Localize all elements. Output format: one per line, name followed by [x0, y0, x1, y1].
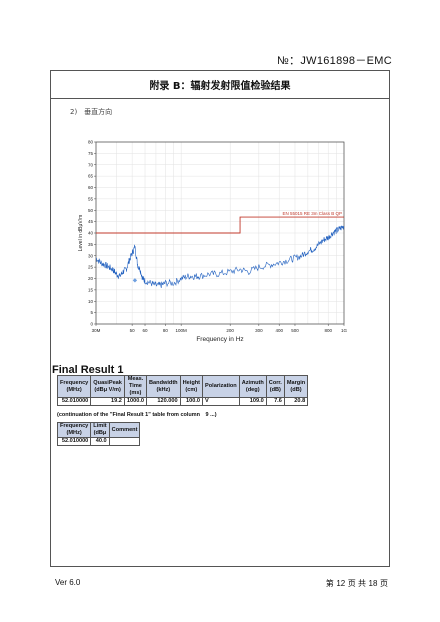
footer-version: Ver 6.0: [55, 578, 81, 587]
content-frame: [50, 70, 390, 567]
report-number: №：JW161898－EMC: [276, 55, 392, 67]
y-tick-label: 45: [88, 219, 94, 224]
final-result-header-4: Height (cm): [179, 375, 204, 398]
chart-grid: [95, 141, 345, 325]
x-tick-label: 80: [163, 328, 169, 333]
emission-chart: 0 5 10 15 20 25 30 35 40 45 50 55 60 65 70 75 80 30M 50 60…: [78, 140, 348, 344]
final-result-header-5: Polarization: [202, 375, 240, 398]
y-tick-label: 65: [88, 174, 94, 179]
final-result-header-1: QuasiPeak (dBμ V/m): [90, 375, 125, 398]
table-row: 52.010000 19.2 1000.0 120.000 100.0 V 109.0 7.6…: [56, 397, 309, 406]
page-prefix: 第: [325, 579, 334, 588]
x-tick-label: 300: [255, 328, 263, 333]
final-result-header-6: Azimuth (deg): [238, 375, 267, 398]
x-tick-label: 30M: [92, 328, 101, 333]
y-tick-label: 75: [88, 151, 94, 156]
x-tick-label: 50: [130, 328, 136, 333]
final-result-cell-0: 52.010000: [56, 397, 92, 406]
final-result-header-0: Frequency (MHz): [56, 375, 92, 398]
y-tick-label: 30: [88, 253, 94, 258]
limit-table: Frequency (MHz) Limit (dBμ Comment 52.010000…: [56, 422, 141, 446]
y-tick-label: 60: [88, 185, 94, 190]
series-line: [95, 225, 345, 289]
y-tick-label: 20: [88, 276, 94, 281]
y-tick-label: 35: [88, 242, 94, 247]
page-mid: 页 共: [347, 579, 366, 588]
y-tick-label: 25: [88, 265, 94, 270]
final-result-cell-3: 120.000: [146, 397, 181, 406]
marker-point: [132, 278, 138, 283]
y-tick-label: 5: [90, 310, 93, 315]
y-axis-ticks: 0 5 10 15 20 25 30 35 40 45 50 55 60 65 70 75 80: [88, 140, 96, 327]
y-axis-label: Level in dBμV/m: [78, 215, 84, 252]
final-result-cell-5: V: [202, 397, 240, 406]
y-tick-label: 80: [88, 140, 94, 145]
series-lines: [95, 225, 345, 289]
x-tick-label: 400: [275, 328, 283, 333]
x-axis-label: Frequency in Hz: [196, 336, 243, 343]
page-current: 12: [336, 579, 346, 588]
limit-line: [96, 216, 344, 234]
y-tick-label: 0: [90, 322, 93, 327]
x-tick-label: 200: [226, 328, 234, 333]
limit-header-2: Comment: [108, 422, 141, 438]
y-tick-label: 15: [88, 287, 94, 292]
marker-points: [132, 278, 138, 283]
final-result-cell-2: 1000.0: [123, 397, 148, 406]
limit-label: EN 55015 RE 3m Class B QP: [282, 211, 342, 216]
table-header-row: Frequency (MHz) Limit (dBμ Comment: [56, 422, 141, 438]
table-row: 52.010000 40.0: [56, 437, 141, 446]
final-result-cell-6: 109.0: [238, 397, 267, 406]
final-result-header-8: Margin (dB): [283, 375, 309, 398]
limit-cell-1: 40.0: [90, 437, 110, 446]
final-result-heading: Final Result 1: [52, 364, 124, 376]
x-tick-label: 100M: [176, 328, 188, 333]
continuation-note: (continuation of the "Final Result 1" ta…: [57, 412, 217, 418]
limit-cell-2: [108, 437, 141, 446]
y-tick-label: 70: [88, 162, 94, 167]
appendix-title: 附录 B：辐射发射限值检验结果: [51, 71, 389, 99]
limit-header-0: Frequency (MHz): [56, 422, 92, 438]
page-total: 18: [368, 579, 378, 588]
final-result-cell-7: 7.6: [265, 397, 285, 406]
final-result-cell-4: 100.0: [179, 397, 204, 406]
limit-header-1: Limit (dBμ: [90, 422, 110, 438]
final-result-header-7: Corr. (dB): [265, 375, 285, 398]
section-label: 2) 垂直方向: [70, 108, 113, 116]
y-tick-label: 40: [88, 231, 94, 236]
y-tick-label: 55: [88, 196, 94, 201]
y-tick-label: 50: [88, 208, 94, 213]
x-axis-ticks: 30M 50 60 80 100M 200 300 400 500 800 1G: [92, 324, 348, 333]
x-tick-label: 800: [324, 328, 332, 333]
final-result-header-2: Meas. Time (ms): [123, 375, 148, 398]
y-tick-label: 10: [88, 299, 94, 304]
x-tick-label: 500: [291, 328, 299, 333]
final-result-header-3: Bandwidth (kHz): [146, 375, 181, 398]
final-result-table: Frequency (MHz) QuasiPeak (dBμ V/m) Meas. Tim…: [56, 375, 309, 406]
x-tick-label: 60: [143, 328, 149, 333]
x-tick-label: 1G: [341, 328, 348, 333]
limit-cell-0: 52.010000: [56, 437, 92, 446]
table-header-row: Frequency (MHz) QuasiPeak (dBμ V/m) Meas. Tim…: [56, 375, 309, 398]
final-result-cell-1: 19.2: [90, 397, 125, 406]
page-suffix: 页: [380, 579, 388, 588]
footer-page-number: 第 12 页 共 18 页: [326, 578, 388, 589]
final-result-cell-8: 20.8: [283, 397, 309, 406]
limit-line-path: [96, 216, 344, 234]
